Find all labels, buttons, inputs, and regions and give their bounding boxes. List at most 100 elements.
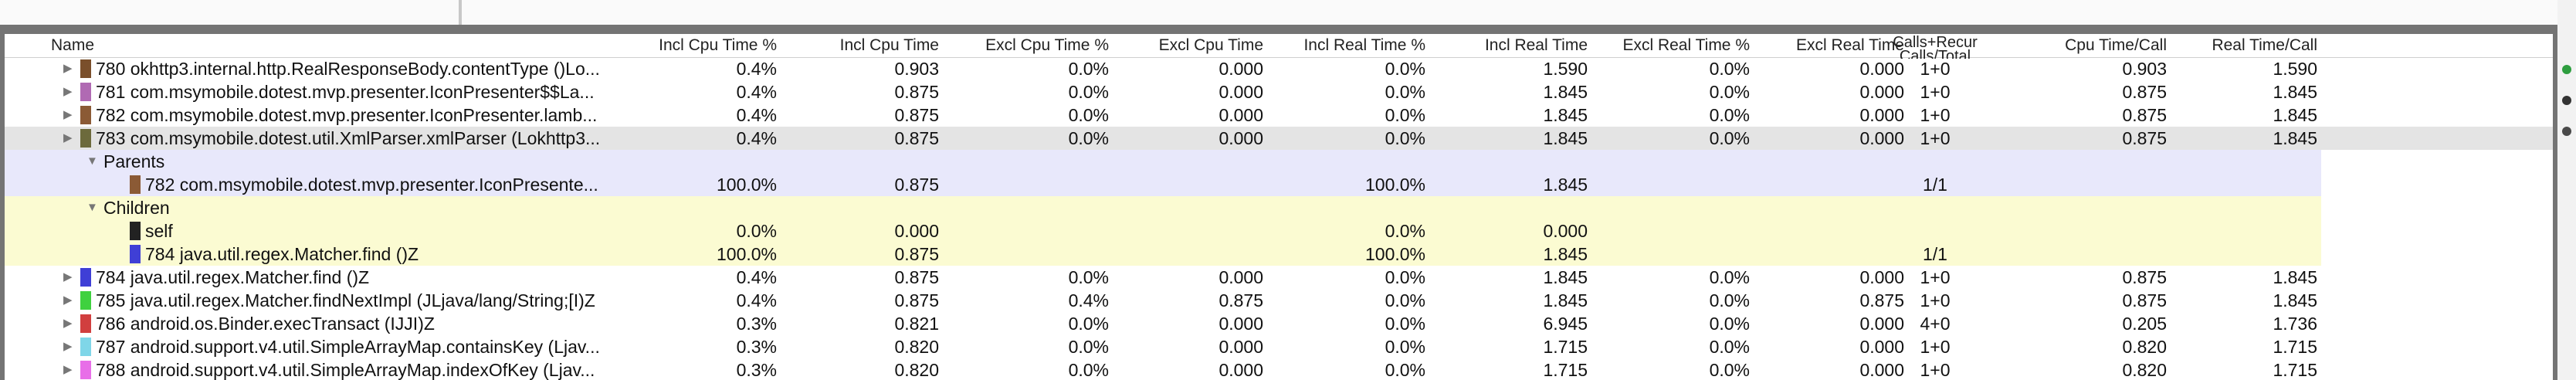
cell-cpu-per-call: 0.820	[2122, 360, 2167, 380]
expand-triangle-icon[interactable]: ▶	[63, 108, 73, 121]
table-row[interactable]: ▶ 783 com.msymobile.dotest.util.XmlParser…	[5, 127, 2553, 150]
cell-incl-cpu-pct: 0.0%	[736, 221, 777, 241]
col-header-incl-cpu-pct[interactable]: Incl Cpu Time %	[659, 36, 777, 54]
table-row[interactable]: ▶ 782 com.msymobile.dotest.mvp.presenter.…	[5, 103, 2553, 127]
cell-calls: 1+0	[1920, 82, 1951, 102]
cell-excl-cpu: 0.875	[1219, 290, 1263, 310]
cell-incl-real-pct: 0.0%	[1385, 290, 1425, 310]
cell-real-per-call: 1.845	[2273, 290, 2317, 310]
cell-incl-real: 1.845	[1543, 175, 1588, 195]
expand-triangle-icon[interactable]: ▶	[63, 317, 73, 330]
child-row[interactable]: self 0.0% 0.000 0.0% 0.000	[5, 219, 2321, 243]
col-header-excl-cpu[interactable]: Excl Cpu Time	[1158, 36, 1263, 54]
col-header-incl-real-pct[interactable]: Incl Real Time %	[1303, 36, 1425, 54]
cell-cpu-per-call: 0.875	[2122, 82, 2167, 102]
expand-triangle-icon[interactable]: ▶	[63, 363, 73, 376]
col-header-cpu-per-call[interactable]: Cpu Time/Call	[2065, 36, 2167, 54]
cell-excl-real: 0.000	[1859, 128, 1904, 148]
cell-excl-real-pct: 0.0%	[1709, 59, 1750, 79]
cell-incl-cpu-pct: 0.4%	[736, 267, 777, 287]
cell-excl-real: 0.000	[1859, 314, 1904, 334]
cell-incl-cpu: 0.821	[894, 314, 939, 334]
table-row[interactable]: ▶ 786 android.os.Binder.execTransact (IJJ…	[5, 312, 2553, 335]
cell-incl-cpu: 0.903	[894, 59, 939, 79]
cell-incl-real: 1.715	[1543, 360, 1588, 380]
method-name: 788 android.support.v4.util.SimpleArrayM…	[96, 360, 595, 380]
cell-calls	[1858, 219, 2012, 243]
cell-incl-cpu-pct: 0.3%	[736, 314, 777, 334]
side-status-dot[interactable]	[2562, 65, 2571, 74]
cell-excl-real-pct: 0.0%	[1709, 337, 1750, 357]
table-row[interactable]: ▶ 788 android.support.v4.util.SimpleArray…	[5, 358, 2553, 380]
cell-cpu-per-call: 0.205	[2122, 314, 2167, 334]
cell-excl-cpu-pct: 0.0%	[1068, 105, 1109, 125]
cell-excl-real: 0.000	[1859, 267, 1904, 287]
col-header-calls-line1: Calls+Recur	[1893, 34, 1978, 51]
expand-triangle-icon[interactable]: ▶	[63, 340, 73, 353]
table-row[interactable]: ▶ 784 java.util.regex.Matcher.find ()Z 0.4…	[5, 266, 2553, 289]
cell-incl-real: 1.845	[1543, 128, 1588, 148]
cell-real-per-call: 1.845	[2273, 128, 2317, 148]
method-color-swatch	[80, 268, 91, 287]
table-row[interactable]: ▶ 781 com.msymobile.dotest.mvp.presenter.…	[5, 80, 2553, 103]
cell-incl-real-pct: 0.0%	[1385, 128, 1425, 148]
cell-incl-real: 1.845	[1543, 105, 1588, 125]
expand-triangle-icon[interactable]: ▶	[63, 62, 73, 75]
cell-calls: 1+0	[1920, 128, 1951, 148]
cell-calls: 4+0	[1920, 314, 1951, 334]
cell-cpu-per-call: 0.875	[2122, 128, 2167, 148]
col-header-excl-cpu-pct[interactable]: Excl Cpu Time %	[985, 36, 1109, 54]
children-header-row[interactable]: ▼ Children	[5, 196, 2321, 219]
cell-incl-real-pct: 0.0%	[1385, 59, 1425, 79]
expand-triangle-icon[interactable]: ▼	[86, 201, 98, 214]
cell-incl-real-pct: 0.0%	[1385, 314, 1425, 334]
cell-excl-real: 0.000	[1859, 59, 1904, 79]
cell-calls: 1+0	[1920, 105, 1951, 125]
cell-cpu-per-call: 0.875	[2122, 267, 2167, 287]
child-row[interactable]: 784 java.util.regex.Matcher.find ()Z 100.…	[5, 243, 2321, 266]
cell-incl-cpu: 0.820	[894, 337, 939, 357]
expand-triangle-icon[interactable]: ▶	[63, 131, 73, 144]
table-row[interactable]: ▶ 785 java.util.regex.Matcher.findNextImp…	[5, 289, 2553, 312]
expand-triangle-icon[interactable]: ▶	[63, 293, 73, 307]
col-header-name[interactable]: Name	[51, 36, 95, 54]
col-header-incl-real[interactable]: Incl Real Time	[1484, 36, 1588, 54]
method-color-swatch	[80, 83, 91, 101]
parent-row[interactable]: 782 com.msymobile.dotest.mvp.presenter.I…	[5, 173, 2321, 196]
cell-excl-cpu: 0.000	[1219, 82, 1263, 102]
method-color-swatch	[80, 361, 91, 379]
cell-incl-cpu: 0.875	[894, 82, 939, 102]
cell-incl-real-pct: 0.0%	[1385, 337, 1425, 357]
expand-triangle-icon[interactable]: ▼	[86, 154, 98, 168]
side-record-icon[interactable]	[2562, 96, 2571, 105]
pane-splitter[interactable]	[459, 0, 462, 25]
cell-excl-real: 0.000	[1859, 105, 1904, 125]
cell-incl-cpu: 0.000	[894, 221, 939, 241]
col-header-excl-real-pct[interactable]: Excl Real Time %	[1622, 36, 1750, 54]
cell-real-per-call: 1.736	[2273, 314, 2317, 334]
method-color-swatch	[80, 129, 91, 148]
cell-incl-cpu: 0.820	[894, 360, 939, 380]
cell-incl-real-pct: 100.0%	[1364, 175, 1425, 195]
cell-calls: 1/1	[1923, 244, 1947, 264]
cell-incl-real: 1.715	[1543, 337, 1588, 357]
col-header-excl-real[interactable]: Excl Real Time	[1795, 36, 1904, 54]
cell-incl-cpu-pct: 100.0%	[716, 244, 777, 264]
cell-cpu-per-call: 0.875	[2122, 105, 2167, 125]
expand-triangle-icon[interactable]: ▶	[63, 270, 73, 283]
cell-excl-real-pct: 0.0%	[1709, 314, 1750, 334]
method-name: 785 java.util.regex.Matcher.findNextImpl…	[96, 290, 595, 310]
cell-excl-cpu: 0.000	[1219, 105, 1263, 125]
side-settings-icon[interactable]	[2562, 127, 2571, 136]
cell-cpu-per-call: 0.903	[2122, 59, 2167, 79]
table-row[interactable]: ▶ 780 okhttp3.internal.http.RealResponseB…	[5, 57, 2553, 80]
col-header-calls[interactable]: Calls+Recur Calls/Total	[1858, 34, 2012, 59]
col-header-real-per-call[interactable]: Real Time/Call	[2212, 36, 2317, 54]
cell-incl-real-pct: 0.0%	[1385, 105, 1425, 125]
col-header-incl-cpu[interactable]: Incl Cpu Time	[839, 36, 939, 54]
table-row[interactable]: ▶ 787 android.support.v4.util.SimpleArray…	[5, 335, 2553, 358]
parents-header-row[interactable]: ▼ Parents	[5, 150, 2321, 173]
group-label: Children	[103, 198, 170, 218]
cell-excl-cpu-pct: 0.0%	[1068, 360, 1109, 380]
expand-triangle-icon[interactable]: ▶	[63, 85, 73, 98]
